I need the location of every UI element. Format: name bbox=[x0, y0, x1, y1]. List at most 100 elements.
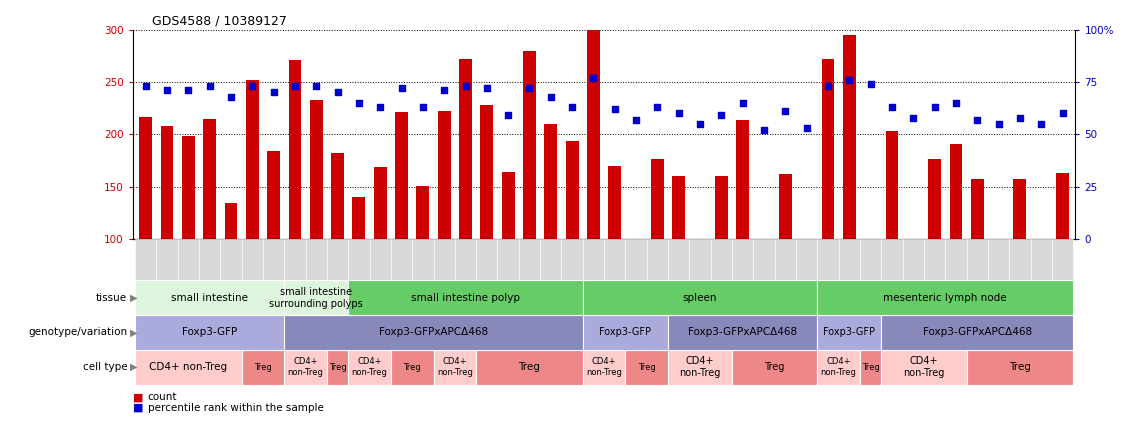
Bar bbox=[203, 118, 216, 344]
Point bbox=[584, 74, 602, 81]
Point bbox=[797, 125, 815, 132]
Bar bbox=[971, 179, 984, 344]
Point bbox=[456, 83, 474, 90]
Point bbox=[563, 104, 581, 110]
Point bbox=[691, 121, 709, 127]
Text: count: count bbox=[148, 392, 177, 402]
Bar bbox=[583, 239, 604, 280]
Point bbox=[926, 104, 944, 110]
Text: genotype/variation: genotype/variation bbox=[28, 327, 127, 338]
Bar bbox=[395, 113, 408, 344]
Point bbox=[200, 83, 218, 90]
Bar bbox=[822, 59, 834, 344]
Bar bbox=[221, 239, 242, 280]
Point bbox=[819, 83, 837, 90]
Point bbox=[136, 83, 154, 90]
Bar bbox=[1052, 239, 1073, 280]
Bar bbox=[839, 239, 860, 280]
Bar bbox=[242, 239, 263, 280]
Bar bbox=[1013, 179, 1026, 344]
Bar bbox=[625, 239, 646, 280]
Point bbox=[350, 99, 368, 106]
Text: ▶: ▶ bbox=[129, 293, 137, 303]
Bar bbox=[672, 176, 685, 344]
Text: small intestine
surrounding polyps: small intestine surrounding polyps bbox=[269, 287, 363, 309]
Text: CD4+
non-Treg: CD4+ non-Treg bbox=[287, 357, 323, 377]
Text: cell type: cell type bbox=[82, 362, 127, 372]
Text: small intestine: small intestine bbox=[171, 293, 248, 303]
Bar bbox=[284, 239, 305, 280]
Bar bbox=[779, 174, 792, 344]
Bar bbox=[565, 140, 579, 344]
Point bbox=[435, 87, 453, 94]
Bar bbox=[924, 239, 945, 280]
Point bbox=[606, 106, 624, 113]
Point bbox=[307, 83, 325, 90]
Text: Treg: Treg bbox=[861, 363, 879, 372]
Text: GDS4588 / 10389127: GDS4588 / 10389127 bbox=[152, 14, 287, 27]
Point bbox=[734, 99, 752, 106]
Point bbox=[179, 87, 197, 94]
Text: Foxp3-GFP: Foxp3-GFP bbox=[182, 327, 238, 338]
Bar bbox=[1056, 173, 1069, 344]
Point bbox=[670, 110, 688, 117]
Bar bbox=[801, 304, 813, 344]
Point bbox=[329, 89, 347, 96]
Bar bbox=[817, 239, 839, 280]
Text: small intestine polyp: small intestine polyp bbox=[411, 293, 520, 303]
Bar bbox=[903, 239, 924, 280]
Bar bbox=[369, 239, 391, 280]
Bar bbox=[524, 51, 536, 344]
Text: Foxp3-GFPxAPCΔ468: Foxp3-GFPxAPCΔ468 bbox=[379, 327, 488, 338]
Bar bbox=[843, 35, 856, 344]
Text: Treg: Treg bbox=[254, 363, 271, 372]
Text: ▶: ▶ bbox=[129, 327, 137, 338]
Bar bbox=[689, 239, 711, 280]
Point bbox=[947, 99, 965, 106]
Bar bbox=[885, 131, 899, 344]
Text: percentile rank within the sample: percentile rank within the sample bbox=[148, 403, 323, 413]
Point bbox=[627, 116, 645, 123]
Text: Treg: Treg bbox=[519, 362, 540, 372]
Bar bbox=[157, 239, 178, 280]
Bar bbox=[288, 60, 302, 344]
Point bbox=[713, 112, 731, 119]
Text: Foxp3-GFPxAPCΔ468: Foxp3-GFPxAPCΔ468 bbox=[688, 327, 797, 338]
Bar bbox=[966, 239, 988, 280]
Bar bbox=[348, 239, 369, 280]
Bar bbox=[646, 239, 668, 280]
Bar bbox=[988, 239, 1009, 280]
Bar bbox=[540, 239, 562, 280]
Bar bbox=[775, 239, 796, 280]
Text: CD4+
non-Treg: CD4+ non-Treg bbox=[437, 357, 473, 377]
Point bbox=[904, 114, 922, 121]
Text: Foxp3-GFPxAPCΔ468: Foxp3-GFPxAPCΔ468 bbox=[922, 327, 1031, 338]
Bar bbox=[498, 239, 519, 280]
Bar bbox=[178, 239, 199, 280]
Point bbox=[499, 112, 517, 119]
Bar bbox=[519, 239, 540, 280]
Text: ■: ■ bbox=[133, 403, 143, 413]
Bar bbox=[374, 167, 386, 344]
Bar bbox=[412, 239, 434, 280]
Bar bbox=[391, 239, 412, 280]
Bar bbox=[331, 153, 343, 344]
Bar bbox=[906, 284, 920, 344]
Text: Foxp3-GFP: Foxp3-GFP bbox=[599, 327, 652, 338]
Point bbox=[776, 108, 794, 115]
Point bbox=[1054, 110, 1072, 117]
Text: Treg: Treg bbox=[1009, 362, 1030, 372]
Bar bbox=[753, 239, 775, 280]
Point bbox=[883, 104, 901, 110]
Point bbox=[414, 104, 432, 110]
Point bbox=[265, 89, 283, 96]
Bar bbox=[161, 126, 173, 344]
Bar bbox=[263, 239, 284, 280]
Bar bbox=[882, 239, 903, 280]
Bar bbox=[949, 144, 963, 344]
Text: ▶: ▶ bbox=[129, 362, 137, 372]
Point bbox=[990, 121, 1008, 127]
Text: CD4+
non-Treg: CD4+ non-Treg bbox=[903, 356, 945, 378]
Bar bbox=[608, 166, 622, 344]
Bar bbox=[455, 239, 476, 280]
